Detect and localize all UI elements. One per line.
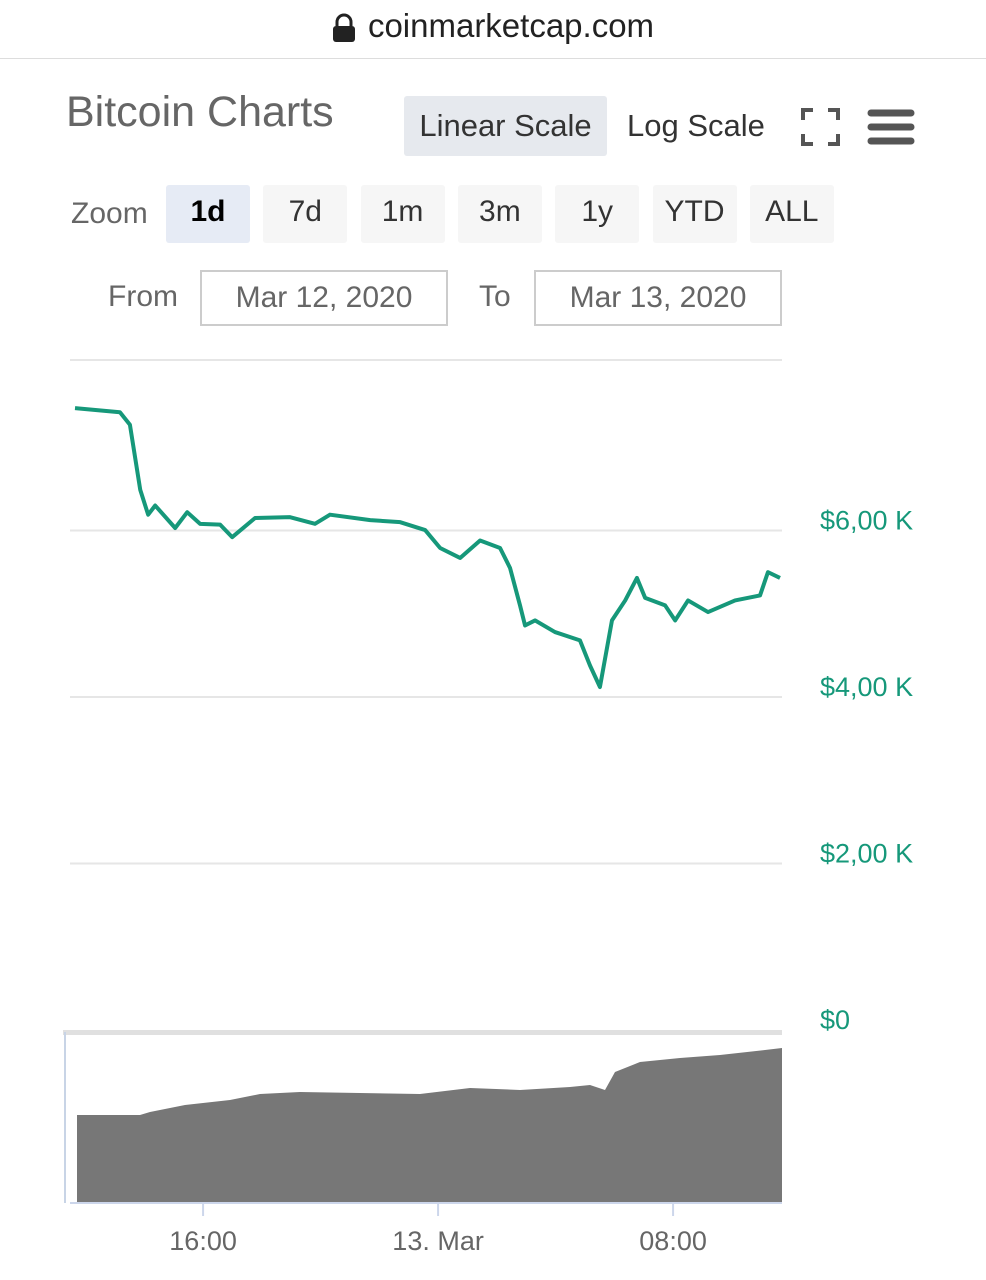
x-tick-label: 13. Mar xyxy=(392,1226,484,1256)
lock-icon xyxy=(332,13,355,43)
from-input[interactable]: Mar 12, 2020 xyxy=(200,270,448,326)
navigator-border xyxy=(63,1030,782,1035)
y-tick-label: $6,00 K xyxy=(820,506,913,536)
zoom-button[interactable]: 7d xyxy=(263,185,348,243)
linear-scale-button[interactable]: Linear Scale xyxy=(404,96,607,156)
log-scale-button[interactable]: Log Scale xyxy=(627,108,765,143)
navigator-series xyxy=(77,1048,782,1202)
to-input[interactable]: Mar 13, 2020 xyxy=(534,270,782,326)
zoom-button[interactable]: YTD xyxy=(652,185,737,243)
y-tick-label: $2,00 K xyxy=(820,839,913,869)
from-label: From xyxy=(108,280,178,313)
chart-title: Bitcoin Charts xyxy=(66,88,334,136)
y-tick-label: $0 xyxy=(820,1005,850,1035)
zoom-button[interactable]: 3m xyxy=(457,185,542,243)
zoom-button[interactable]: ALL xyxy=(749,185,834,243)
address-bar[interactable]: coinmarketcap.com xyxy=(0,0,986,59)
price-line xyxy=(74,406,781,690)
to-label: To xyxy=(479,280,511,313)
url: coinmarketcap.com xyxy=(367,7,655,44)
x-tick-label: 16:00 xyxy=(169,1226,237,1256)
zoom-button[interactable]: 1d xyxy=(166,185,250,243)
zoom-button[interactable]: 1m xyxy=(360,185,445,243)
x-tick-label: 08:00 xyxy=(639,1226,707,1256)
zoom-label: Zoom xyxy=(71,197,148,230)
y-tick-label: $4,00 K xyxy=(820,672,913,702)
zoom-button[interactable]: 1y xyxy=(555,185,640,243)
